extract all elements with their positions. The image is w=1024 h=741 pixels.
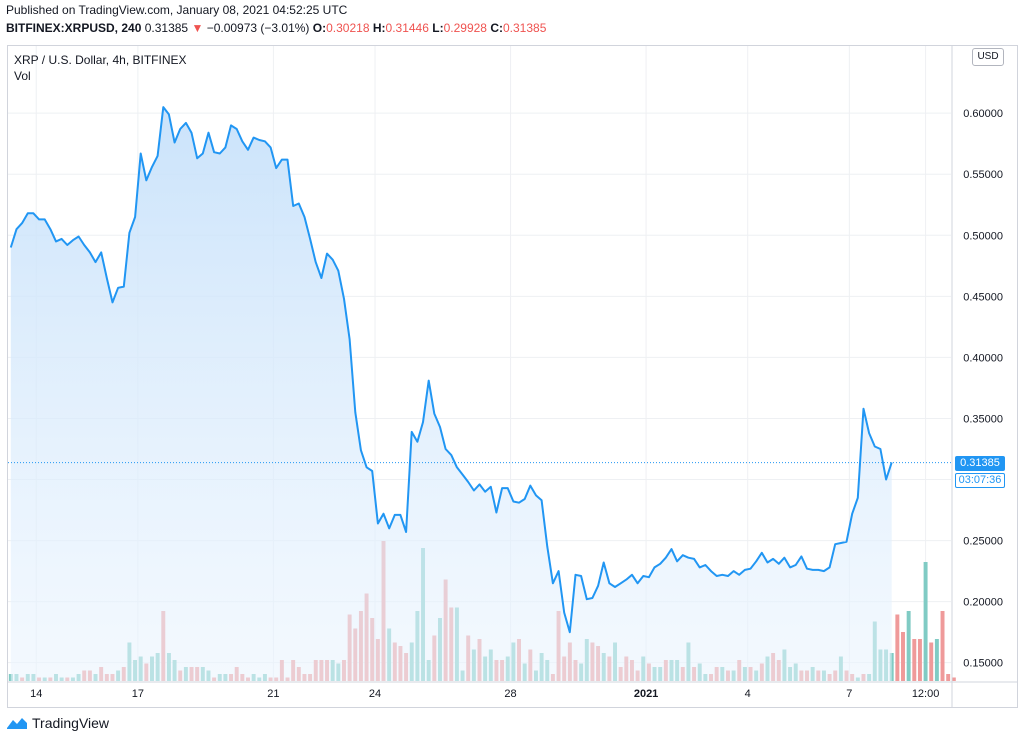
volume-bar	[917, 639, 922, 681]
bar-countdown-label: 03:07:36	[955, 472, 1005, 488]
y-tick-label: 0.40000	[963, 352, 1003, 364]
chart-frame[interactable]	[7, 45, 1018, 708]
y-tick-label: 0.50000	[963, 230, 1003, 242]
close-value: 0.31385	[503, 21, 547, 35]
volume-bar	[912, 639, 917, 681]
y-tick-label: 0.20000	[963, 597, 1003, 609]
low-label: L:	[432, 21, 444, 35]
y-tick-label: 0.45000	[963, 291, 1003, 303]
price-axis: 0.60000 0.55000 0.50000 0.45000 0.40000 0.350…	[963, 108, 1003, 670]
y-tick-label: 0.35000	[963, 413, 1003, 425]
x-tick-label: 28	[504, 688, 516, 700]
volume-bar	[889, 653, 894, 681]
time-axis: 14 17 21 24 28 2021 4 7 12:00	[30, 688, 939, 700]
low-value: 0.29928	[443, 21, 487, 35]
x-tick-label: 21	[267, 688, 279, 700]
high-label: H:	[372, 21, 386, 35]
y-tick-label: 0.60000	[963, 108, 1003, 120]
y-tick-label: 0.15000	[963, 658, 1003, 670]
volume-bar	[901, 632, 905, 681]
volume-bar	[895, 614, 900, 681]
close-label: C:	[490, 21, 503, 35]
published-caption: Published on TradingView.com, January 08…	[6, 3, 348, 17]
last-value: 0.31385	[144, 21, 189, 35]
open-value: 0.30218	[326, 21, 370, 35]
chart-legend-title[interactable]: XRP / U.S. Dollar, 4h, BITFINEX	[14, 53, 187, 67]
y-tick-label: 0.55000	[963, 169, 1003, 181]
x-tick-label: 17	[132, 688, 144, 700]
x-tick-label: 24	[369, 688, 381, 700]
y-tick-label: 0.25000	[963, 536, 1003, 548]
volume-bar	[946, 674, 951, 681]
x-tick-label: 4	[745, 688, 751, 700]
x-tick-label: 14	[30, 688, 42, 700]
change-value: −0.00973 (−3.01%)	[206, 21, 310, 35]
x-tick-label: 7	[846, 688, 852, 700]
symbol-label[interactable]: BITFINEX:XRPUSD, 240	[6, 21, 142, 35]
price-area	[10, 107, 892, 682]
brand-name: TradingView	[32, 715, 110, 731]
volume-bar	[929, 642, 934, 681]
tradingview-logo-icon	[6, 716, 28, 730]
x-tick-label: 2021	[634, 688, 658, 700]
volume-bar	[923, 562, 928, 681]
x-tick-label: 12:00	[912, 688, 940, 700]
volume-legend[interactable]: Vol	[14, 69, 31, 83]
price-line	[9, 106, 893, 634]
down-arrow-icon: ▼	[191, 21, 204, 35]
currency-button[interactable]: USD	[972, 48, 1004, 66]
volume-bar	[951, 677, 956, 681]
volume-bar	[906, 611, 911, 681]
last-price-label: 0.31385	[955, 455, 1005, 471]
open-label: O:	[312, 21, 327, 35]
volume-bar	[940, 611, 945, 681]
footer-brand[interactable]: TradingView	[6, 715, 109, 731]
ohlc-bar: BITFINEX:XRPUSD, 240 0.31385 ▼ −0.00973 …	[6, 21, 546, 35]
volume-bar	[934, 639, 939, 681]
high-value: 0.31446	[385, 21, 429, 35]
